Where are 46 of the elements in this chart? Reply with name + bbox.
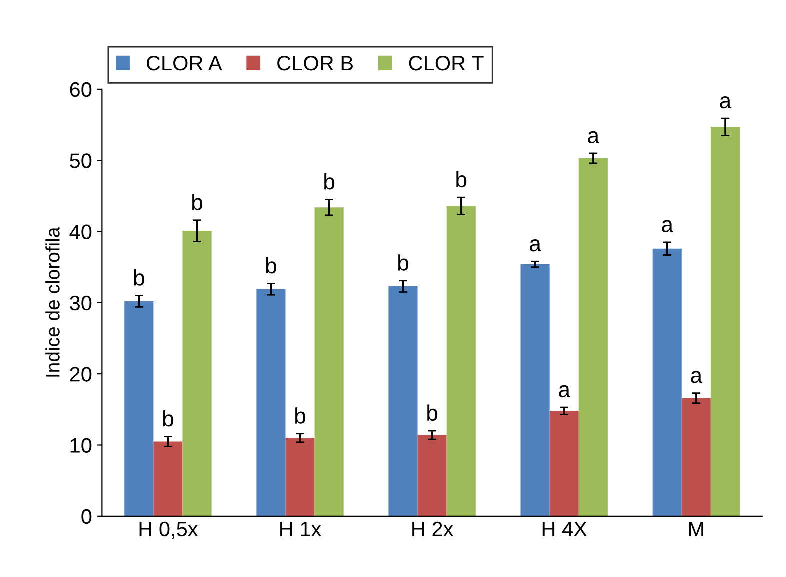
y-tick-label: 40	[70, 224, 92, 240]
bar	[256, 289, 286, 516]
bar	[314, 208, 344, 516]
annotation: a	[559, 385, 571, 398]
bar	[124, 302, 154, 516]
y-tick-label: 10	[70, 438, 92, 454]
x-tick-label: H 1x	[280, 522, 322, 536]
y-axis-title: Indice de clorofila	[46, 227, 60, 377]
bar	[520, 264, 550, 516]
y-tick-label: 20	[70, 367, 92, 382]
x-tick-label: H 2x	[412, 522, 454, 536]
bar	[446, 206, 476, 516]
legend-label: CLOR A	[146, 56, 222, 71]
annotation: a	[530, 240, 542, 252]
bar	[682, 398, 711, 516]
annotation: b	[192, 194, 203, 210]
annotation: b	[456, 171, 467, 188]
annotation: a	[691, 371, 703, 384]
y-tick-label: 30	[70, 296, 92, 311]
annotation: b	[398, 254, 408, 271]
bar	[388, 286, 418, 516]
annotation: a	[720, 96, 732, 109]
annotation: b	[296, 408, 306, 424]
annotation: a	[588, 131, 600, 144]
x-tick-label: H 4X	[542, 522, 588, 536]
bar	[710, 127, 740, 516]
bar	[154, 442, 183, 516]
annotation: a	[662, 220, 674, 232]
annotation: b	[324, 173, 335, 190]
annotation: b	[163, 410, 174, 427]
legend-label: CLOR T	[409, 56, 484, 71]
y-tick-label: 0	[82, 509, 92, 524]
y-tick-label: 50	[70, 154, 92, 168]
bar	[418, 435, 447, 516]
x-tick-label: H 0,5x	[140, 522, 198, 540]
x-tick-label: M	[689, 522, 704, 536]
bar	[182, 231, 212, 516]
y-tick-label: 60	[70, 82, 92, 98]
annotation: b	[428, 404, 438, 422]
bar	[652, 248, 682, 516]
bar	[286, 438, 315, 516]
legend-label: CLOR B	[278, 56, 353, 71]
annotation: b	[266, 257, 276, 274]
annotation: b	[134, 270, 144, 286]
bar	[578, 158, 608, 516]
bar	[550, 411, 579, 516]
